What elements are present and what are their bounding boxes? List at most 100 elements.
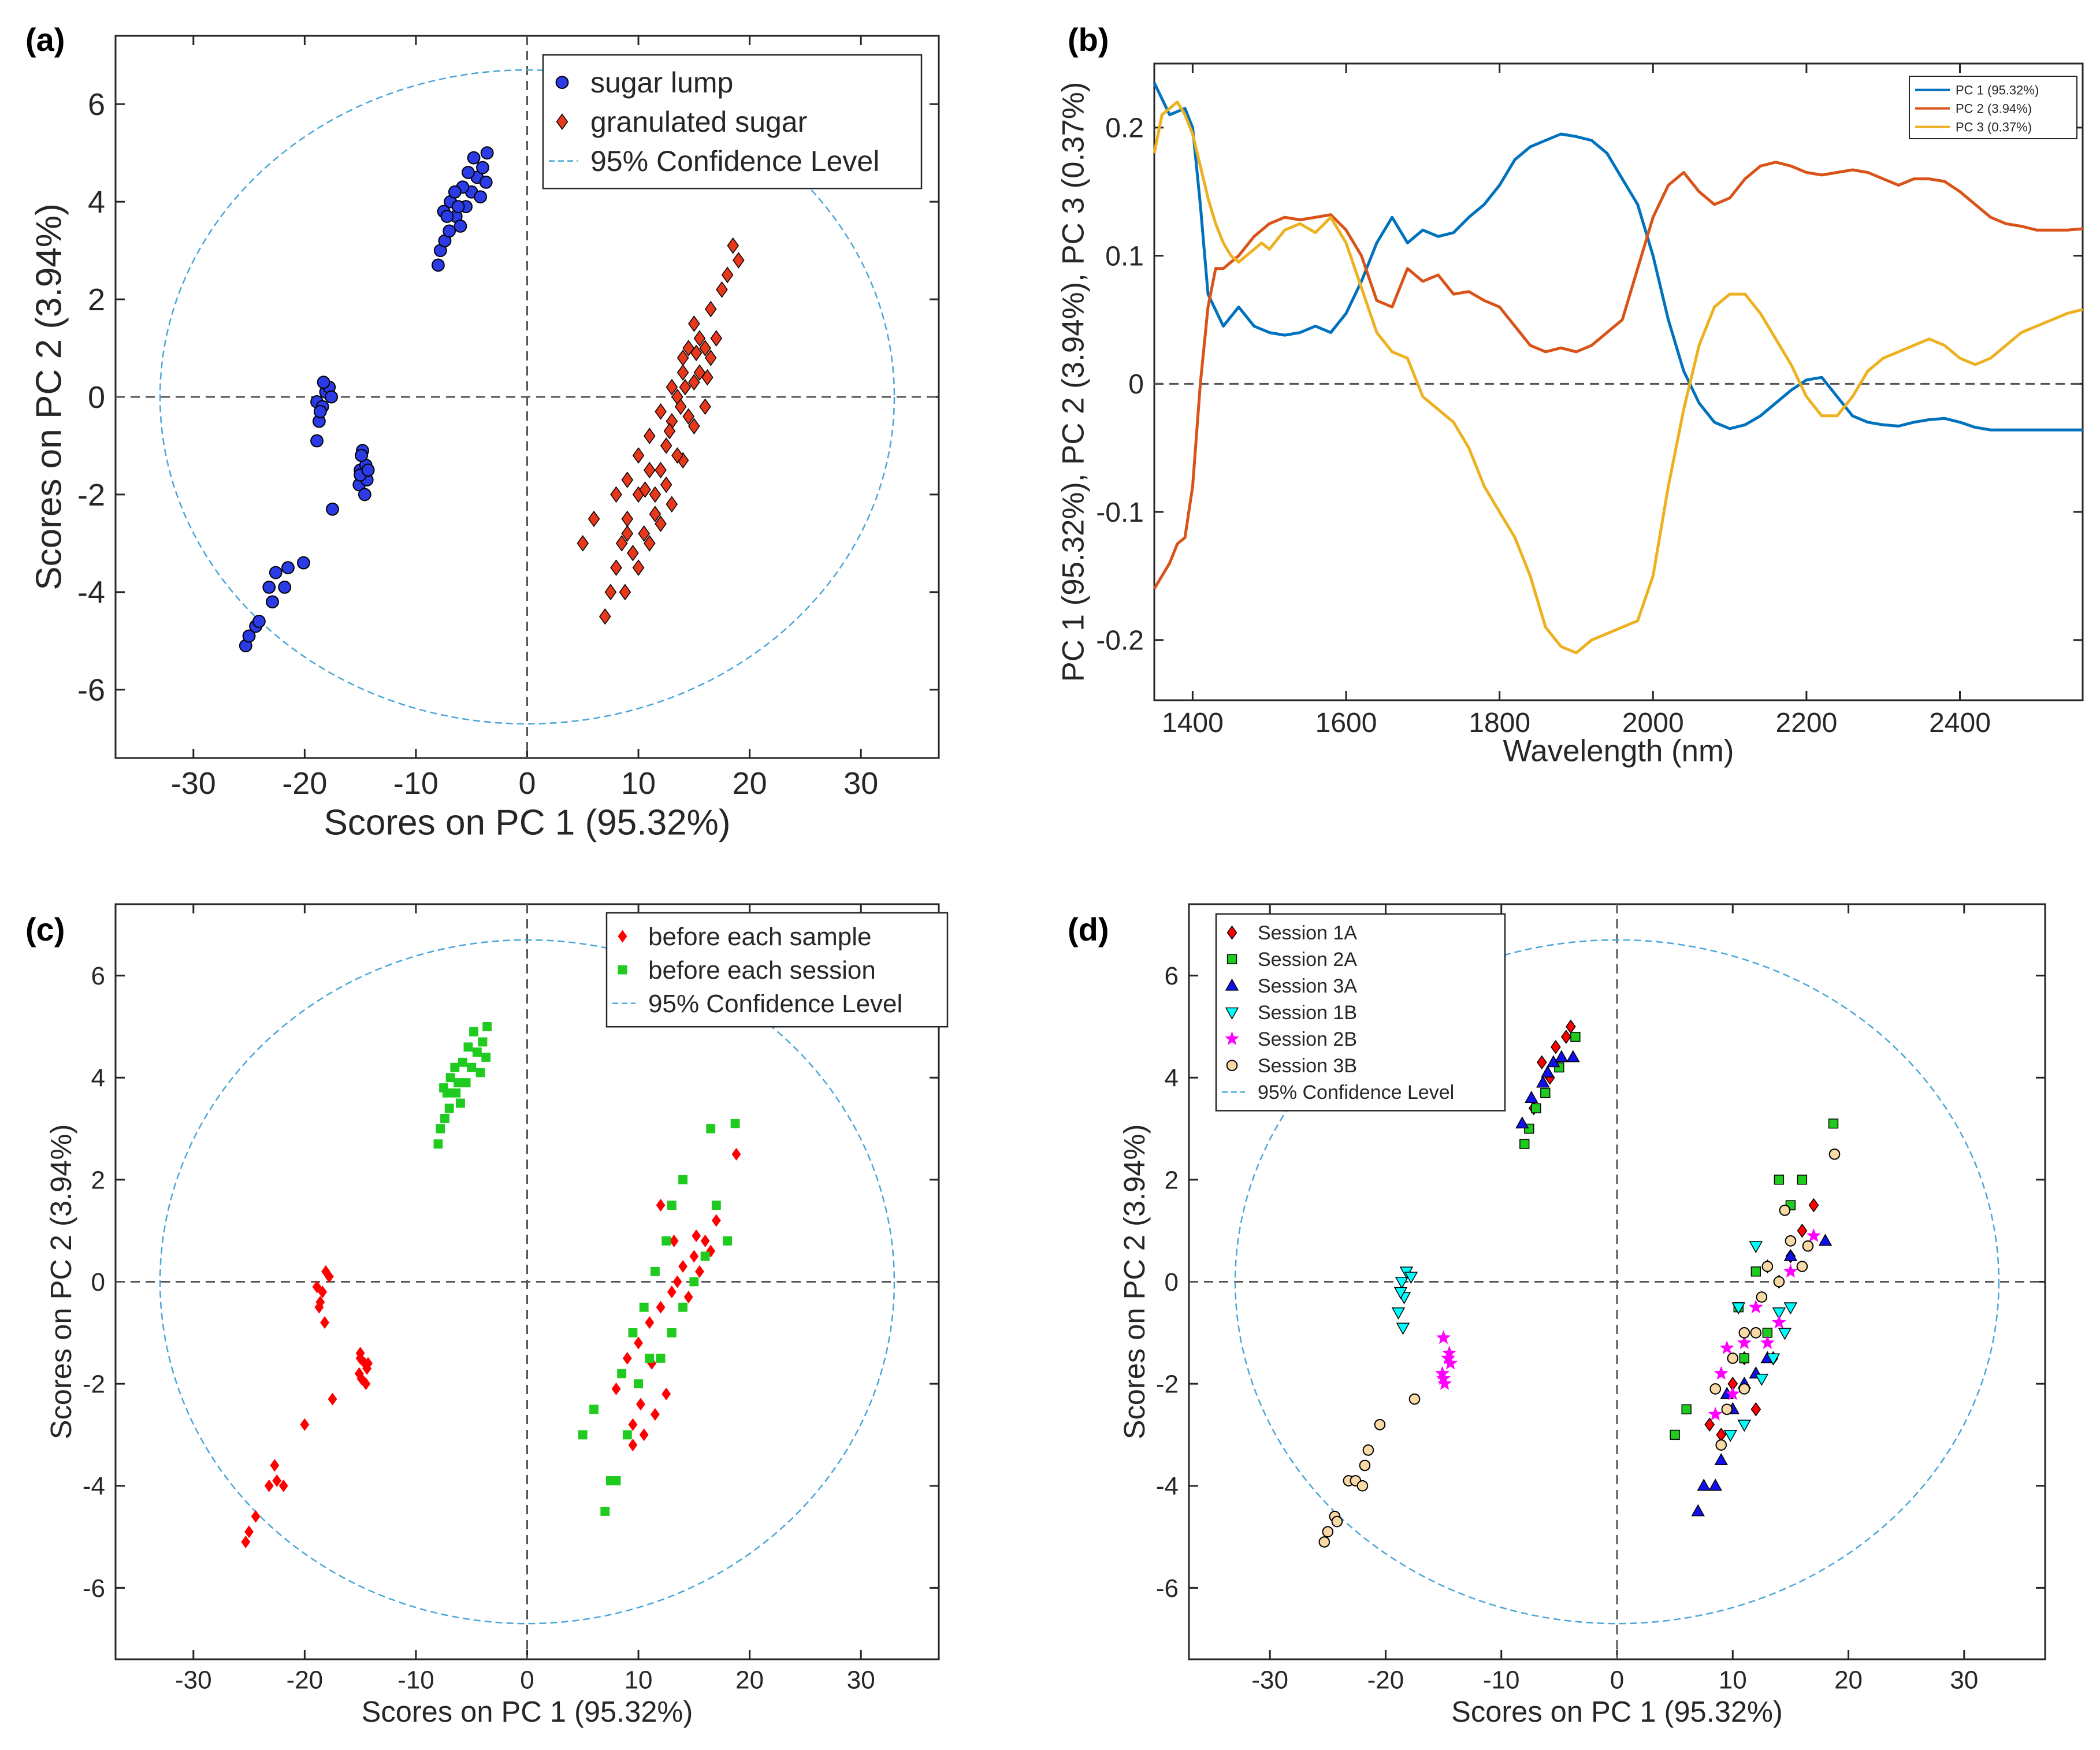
confidence-ellipse (1234, 939, 2000, 1625)
data-point (252, 615, 266, 628)
data-point (689, 1277, 699, 1287)
x-tick-label: 20 (735, 1666, 764, 1695)
data-point (666, 496, 678, 513)
data-point (1540, 1088, 1551, 1098)
data-point (454, 219, 467, 233)
data-point (1708, 1406, 1723, 1421)
data-point (611, 1382, 621, 1395)
data-point (1783, 1264, 1798, 1278)
data-point (1697, 1478, 1711, 1491)
legend-box (605, 912, 949, 1028)
data-point (1391, 1307, 1406, 1320)
data-point (448, 185, 462, 199)
data-point (692, 1229, 701, 1243)
y-tick-label: -6 (1156, 1574, 1179, 1603)
data-point (688, 315, 700, 332)
x-tick-label: 30 (1950, 1666, 1978, 1695)
data-point (269, 566, 283, 579)
data-point (706, 1124, 716, 1134)
series-line-pc-2 (1153, 161, 2083, 590)
legend-marker (1226, 954, 1237, 964)
data-point (440, 1113, 449, 1123)
y-tick-label: 6 (91, 962, 105, 990)
panel-label-c: (c) (25, 911, 65, 948)
x-tick-label: -10 (1483, 1666, 1520, 1695)
data-point (588, 510, 600, 527)
data-point (476, 161, 489, 174)
data-point (688, 418, 700, 434)
data-point (615, 535, 628, 552)
data-point (433, 1139, 443, 1149)
y-tick-label: -0.1 (1096, 497, 1144, 528)
x-tick-label: 10 (1719, 1666, 1747, 1695)
data-point (450, 1062, 460, 1072)
data-point (678, 1260, 688, 1273)
y-axis-label: Scores on PC 2 (3.94%) (29, 203, 69, 590)
data-point (1331, 1515, 1343, 1528)
data-point (661, 1236, 671, 1246)
data-point (667, 1201, 677, 1210)
data-point (1566, 1050, 1580, 1062)
data-point (693, 330, 706, 347)
data-point (1737, 1335, 1752, 1350)
data-point (1808, 1198, 1819, 1213)
data-point (710, 330, 723, 347)
data-point (1715, 1439, 1727, 1451)
data-point (655, 403, 667, 420)
data-point (683, 1290, 693, 1303)
data-point (644, 535, 656, 552)
legend-label: granulated sugar (590, 106, 807, 138)
x-tick-label: 0 (1610, 1666, 1624, 1695)
y-tick-label: 6 (1165, 962, 1179, 990)
series-session-3b (1318, 1148, 1841, 1548)
y-tick-label: 0.2 (1105, 113, 1144, 144)
data-point (454, 1078, 463, 1088)
data-point (1404, 1272, 1418, 1284)
legend-label: PC 1 (95.32%) (1956, 83, 2039, 97)
data-point (463, 1042, 473, 1052)
data-point (1828, 1148, 1841, 1160)
y-tick-label: -4 (1156, 1472, 1179, 1500)
data-point (1739, 1353, 1749, 1363)
y-tick-label: 2 (1165, 1166, 1179, 1194)
legend-marker (1226, 925, 1237, 940)
data-point (716, 281, 728, 298)
y-tick-label: 0 (91, 1268, 105, 1296)
data-point (645, 1354, 655, 1363)
data-point (1828, 1119, 1839, 1129)
data-point (1393, 1287, 1408, 1299)
x-tick-label: 30 (843, 766, 878, 801)
data-point (278, 1479, 288, 1492)
data-point (1704, 1417, 1715, 1432)
data-point (443, 224, 456, 238)
data-point (1356, 1480, 1369, 1492)
legend: PC 1 (95.32%) PC 2 (3.94%) PC 3 (0.37%) (1909, 76, 2077, 139)
data-point (647, 1357, 657, 1370)
data-point (695, 1265, 704, 1278)
panel-label-d: (d) (1068, 911, 1109, 948)
data-point (655, 515, 667, 532)
data-point (699, 340, 711, 356)
data-point (610, 559, 622, 576)
x-tick-label: -30 (1251, 1666, 1288, 1695)
legend-box (1215, 913, 1506, 1112)
data-point (1806, 1228, 1821, 1242)
legend-marker (1225, 978, 1239, 991)
legend-label: PC 2 (3.94%) (1956, 101, 2032, 116)
data-point (632, 447, 645, 464)
data-point (1725, 1386, 1740, 1400)
data-point (610, 486, 622, 503)
data-point (600, 1506, 610, 1516)
data-point (639, 481, 651, 498)
data-point (666, 378, 678, 396)
data-point (1797, 1223, 1808, 1238)
data-point (1515, 1116, 1529, 1129)
x-tick-label: -30 (171, 766, 216, 801)
data-point (1318, 1536, 1330, 1548)
data-point (1719, 1340, 1734, 1354)
data-point (604, 584, 617, 601)
data-point (442, 1088, 452, 1098)
series-line-pc-3 (1153, 101, 2083, 655)
x-tick-label: 10 (621, 766, 656, 801)
